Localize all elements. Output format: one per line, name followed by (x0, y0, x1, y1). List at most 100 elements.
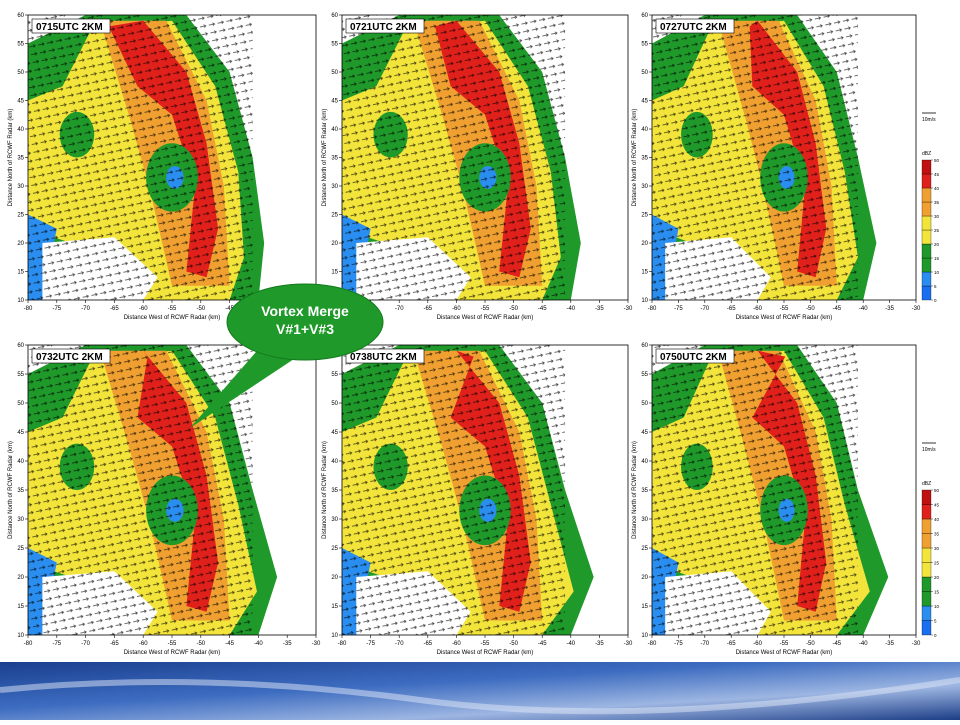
panel-label-box (655, 18, 735, 34)
y-tick-label: 60 (641, 13, 648, 19)
colorbar-cell (921, 257, 932, 273)
y-tick-label: 20 (17, 241, 24, 247)
panel-label: 0727UTC 2KM (660, 22, 727, 33)
colorbar-label: 50 (934, 158, 940, 163)
wind-vectors (28, 345, 253, 635)
wind-vectors (342, 345, 566, 635)
colorbar-label: 35 (934, 200, 940, 205)
colorbar-cell (921, 229, 932, 245)
y-tick-label: 55 (641, 372, 648, 378)
y-axis-label: Distance North of RCWF Radar (km) (322, 109, 328, 207)
x-axis-label: Distance West of RCWF Radar (km) (124, 650, 221, 656)
y-tick-label: 30 (331, 184, 338, 190)
x-tick-label: -70 (395, 306, 404, 312)
colorbar-label: 45 (934, 503, 940, 508)
y-tick-label: 60 (17, 343, 24, 349)
x-tick-label: -70 (81, 641, 90, 647)
y-tick-label: 15 (641, 604, 648, 610)
panel-label-box (345, 18, 425, 34)
colorbar-label: 15 (934, 590, 940, 595)
x-tick-label: -75 (52, 641, 61, 647)
x-axis-label: Distance West of RCWF Radar (km) (437, 315, 534, 321)
legend: 10m/s dBZ 0 5 10 15 20 25 30 35 40 45 50 (921, 112, 940, 303)
x-tick-label: -60 (139, 306, 148, 312)
colorbar-label: 25 (934, 228, 940, 233)
y-tick-label: 35 (17, 488, 24, 494)
y-tick-label: 15 (641, 270, 648, 276)
x-tick-label: -50 (196, 641, 205, 647)
wind-vectors (652, 345, 858, 635)
x-tick-label: -50 (806, 306, 815, 312)
y-tick-label: 10 (641, 633, 648, 639)
x-tick-label: -65 (110, 641, 119, 647)
y-tick-label: 20 (331, 241, 338, 247)
callout-line: Vortex Merge (261, 303, 349, 319)
radar-panel: 0727UTC 2KM -80 -75 -70 -65 -60 -55 -50 -45 -40 -3… (632, 13, 940, 321)
x-tick-label: -30 (912, 641, 921, 647)
colorbar-cell (921, 591, 932, 607)
colorbar-label: 45 (934, 172, 940, 177)
panel-label: 0750UTC 2KM (660, 352, 727, 363)
y-tick-label: 20 (331, 575, 338, 581)
colorbar-label: 30 (934, 214, 940, 219)
x-tick-label: -80 (648, 641, 657, 647)
x-tick-label: -80 (24, 306, 33, 312)
x-tick-label: -60 (452, 641, 461, 647)
x-axis-label: Distance West of RCWF Radar (km) (736, 650, 833, 656)
colorbar-cell (921, 547, 932, 563)
legend: 10m/s dBZ 0 5 10 15 20 25 30 35 40 45 50 (921, 442, 940, 638)
x-axis-label: Distance West of RCWF Radar (km) (736, 315, 833, 321)
x-tick-label: -45 (225, 306, 234, 312)
x-tick-label: -65 (110, 306, 119, 312)
y-tick-label: 40 (641, 127, 648, 133)
y-tick-label: 55 (641, 42, 648, 48)
y-tick-label: 60 (641, 343, 648, 349)
reflectivity-field (342, 15, 628, 300)
x-tick-label: -60 (753, 306, 762, 312)
x-tick-label: -60 (753, 641, 762, 647)
y-tick-label: 55 (331, 372, 338, 378)
y-axis-label: Distance North of RCWF Radar (km) (8, 441, 14, 539)
panel-label-box (31, 348, 111, 364)
y-tick-label: 30 (17, 184, 24, 190)
colorbar-label: 50 (934, 488, 940, 493)
x-tick-label: -30 (312, 641, 321, 647)
y-tick-label: 15 (331, 604, 338, 610)
colorbar-cell (921, 562, 932, 578)
vector-scale-label: 10m/s (922, 447, 936, 453)
reflectivity-field (28, 15, 316, 300)
x-tick-label: -60 (139, 641, 148, 647)
x-tick-label: -70 (81, 306, 90, 312)
x-tick-label: -35 (885, 306, 894, 312)
radar-panel: 0732UTC 2KM -80 -75 -70 -65 -60 -55 -50 -45 -40 -3… (8, 343, 321, 656)
radar-panel: 0715UTC 2KM-80-75-70-65-60-55-50-45-40-3… (8, 13, 321, 321)
x-tick-label: -30 (912, 306, 921, 312)
x-tick-label: -30 (624, 641, 633, 647)
x-axis-label: Distance West of RCWF Radar (km) (124, 315, 221, 321)
colorbar-title: dBZ (922, 481, 931, 487)
y-axis-label: Distance North of RCWF Radar (km) (322, 441, 328, 539)
y-tick-label: 40 (17, 127, 24, 133)
x-tick-label: -30 (624, 306, 633, 312)
x-tick-label: -65 (423, 306, 432, 312)
colorbar-cell (921, 173, 932, 189)
y-tick-label: 35 (331, 156, 338, 162)
radar-panel: 0738UTC 2KM -80 -75 -70 -65 -60 -55 -50 -45 -40 -3… (322, 343, 633, 656)
colorbar-cell (921, 605, 932, 621)
colorbar-label: 40 (934, 517, 940, 522)
y-tick-label: 35 (641, 488, 648, 494)
x-tick-label: -70 (700, 306, 709, 312)
y-tick-label: 55 (331, 42, 338, 48)
x-tick-label: -65 (423, 641, 432, 647)
colorbar-cell (921, 620, 932, 636)
wind-vectors (28, 15, 253, 300)
y-tick-label: 55 (17, 372, 24, 378)
wind-vectors (652, 15, 858, 300)
colorbar-label: 35 (934, 532, 940, 537)
colorbar-label: 20 (934, 242, 940, 247)
y-axis-label: Distance North of RCWF Radar (km) (632, 109, 638, 207)
y-axis-label: Distance North of RCWF Radar (km) (632, 441, 638, 539)
y-tick-label: 55 (17, 42, 24, 48)
panel-label-box (345, 348, 425, 364)
x-tick-label: -45 (832, 641, 841, 647)
